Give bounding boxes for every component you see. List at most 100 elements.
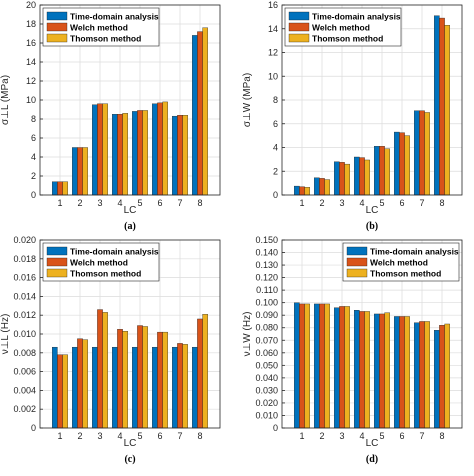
axes-frame <box>281 239 463 429</box>
y-tick-label: 16 <box>26 38 36 48</box>
y-tick-label: 0.018 <box>13 254 36 264</box>
bar-welch-lc1 <box>299 186 305 196</box>
y-tick-label: 12 <box>268 48 278 58</box>
bar-time-domain-lc7 <box>172 346 178 429</box>
bar-welch-lc2 <box>77 147 83 196</box>
y-tick-label: 6 <box>273 119 278 129</box>
y-tick-label: 0 <box>273 190 278 200</box>
y-tick-label: 0 <box>273 423 278 433</box>
bar-time-domain-lc1 <box>52 346 58 429</box>
y-tick-label: 0.110 <box>256 285 278 295</box>
bar-time-domain-lc4 <box>112 114 118 196</box>
y-tick-label: 0 <box>31 190 36 200</box>
bar-thomson-lc1 <box>62 354 68 429</box>
bar-thomson-lc7 <box>424 321 430 429</box>
x-tick-label: 4 <box>359 431 364 441</box>
bar-time-domain-lc5 <box>374 313 380 429</box>
y-tick-label: 0.080 <box>255 323 278 333</box>
bar-thomson-lc3 <box>344 306 350 429</box>
y-tick-label: 0.140 <box>255 248 278 258</box>
y-tick-label: 10 <box>26 95 36 105</box>
x-tick-label: 3 <box>97 431 102 441</box>
bar-welch-lc7 <box>177 115 183 196</box>
bar-thomson-lc8 <box>444 323 450 429</box>
y-tick-label: 0.006 <box>13 367 36 377</box>
bar-welch-lc1 <box>57 181 63 196</box>
panel-label: (d) <box>366 454 378 465</box>
bar-thomson-lc1 <box>304 187 310 196</box>
legend-entry: Time-domain analysis <box>70 12 159 22</box>
panel-label: (b) <box>366 221 378 232</box>
bar-time-domain-lc8 <box>192 346 198 429</box>
legend-entry: Time-domain analysis <box>370 247 459 257</box>
bar-thomson-lc1 <box>304 303 310 429</box>
legend-entry: Thomson method <box>70 34 141 44</box>
x-tick-label: 6 <box>157 198 162 208</box>
bar-thomson-lc4 <box>364 311 370 429</box>
legend-swatch <box>288 33 310 43</box>
x-tick-label: 4 <box>117 198 122 208</box>
legend-entry: Welch method <box>70 23 128 33</box>
x-tick-label: 1 <box>299 431 304 441</box>
legend-entry: Time-domain analysis <box>70 247 159 257</box>
bar-welch-lc6 <box>399 132 405 196</box>
bar-thomson-lc3 <box>102 103 108 196</box>
y-tick-label: 0.008 <box>13 348 36 358</box>
bar-thomson-lc2 <box>324 303 330 429</box>
bar-thomson-lc2 <box>324 179 330 196</box>
bar-welch-lc4 <box>117 114 123 196</box>
bar-time-domain-lc3 <box>92 104 98 196</box>
bar-welch-lc6 <box>399 316 405 429</box>
x-axis-label: LC <box>124 438 137 449</box>
bar-thomson-lc5 <box>142 110 148 196</box>
y-tick-label: 0.020 <box>255 398 278 408</box>
x-tick-label: 6 <box>399 431 404 441</box>
bar-welch-lc5 <box>379 146 385 196</box>
bar-welch-lc5 <box>137 110 143 196</box>
y-tick-label: 2 <box>31 171 36 181</box>
bar-welch-lc3 <box>97 103 103 196</box>
panel-label: (c) <box>124 454 135 465</box>
y-axis-label: σ⊥L (MPa) <box>0 75 11 125</box>
bar-thomson-lc8 <box>202 27 208 196</box>
y-tick-label: 16 <box>268 0 278 10</box>
bar-time-domain-lc8 <box>434 15 440 196</box>
x-tick-label: 2 <box>77 431 82 441</box>
x-tick-label: 4 <box>359 198 364 208</box>
bar-welch-lc1 <box>57 354 63 429</box>
x-tick-label: 1 <box>57 431 62 441</box>
bar-time-domain-lc5 <box>374 146 380 196</box>
y-tick-label: 20 <box>26 0 36 10</box>
y-tick-label: 0.040 <box>255 373 278 383</box>
bar-time-domain-lc6 <box>394 316 400 429</box>
x-tick-label: 4 <box>117 431 122 441</box>
bar-time-domain-lc6 <box>152 103 158 196</box>
bar-time-domain-lc7 <box>172 115 178 196</box>
x-tick-label: 2 <box>77 198 82 208</box>
legend-entry: Thomson method <box>370 269 441 279</box>
bar-welch-lc5 <box>137 325 143 429</box>
legend-swatch <box>46 268 68 278</box>
x-tick-label: 7 <box>419 198 424 208</box>
bar-thomson-lc2 <box>82 147 88 196</box>
x-tick-label: 5 <box>137 431 142 441</box>
x-tick-label: 2 <box>319 198 324 208</box>
y-tick-label: 0.030 <box>255 385 278 395</box>
x-tick-label: 8 <box>439 198 444 208</box>
bar-welch-lc2 <box>319 303 325 429</box>
bar-welch-lc7 <box>419 110 425 196</box>
bar-thomson-lc6 <box>404 135 410 196</box>
panel-label: (a) <box>124 221 136 232</box>
x-tick-label: 5 <box>379 431 384 441</box>
bar-thomson-lc6 <box>162 331 168 429</box>
y-tick-label: 0.090 <box>255 310 278 320</box>
bar-thomson-lc5 <box>142 326 148 429</box>
y-tick-label: 0.012 <box>13 310 36 320</box>
legend-swatch <box>46 257 68 267</box>
legend-entry: Time-domain analysis <box>312 12 401 22</box>
bar-time-domain-lc3 <box>92 346 98 429</box>
